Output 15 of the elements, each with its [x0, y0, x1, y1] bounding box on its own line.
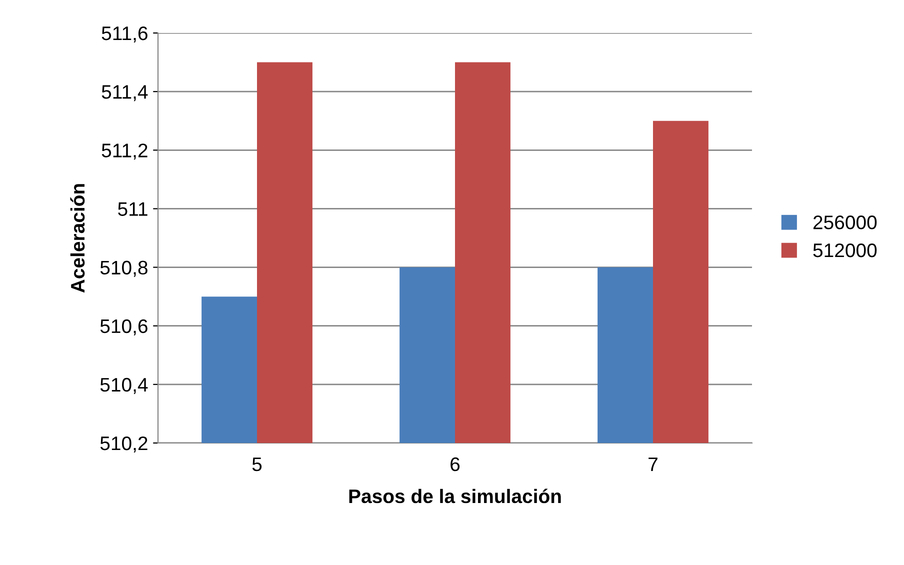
x-tick-label: 6: [450, 457, 460, 472]
y-tick-label: 510,6: [100, 319, 148, 336]
y-tick-label: 511: [118, 202, 148, 216]
y-tick-label: 511,4: [102, 85, 148, 102]
y-tick-label: 510,2: [100, 436, 148, 453]
x-axis-title: Pasos de la simulación: [349, 488, 561, 504]
legend-label: 256000: [813, 216, 877, 230]
y-tick-label: 510,4: [100, 378, 148, 394]
y-tick-label: 511,6: [102, 26, 148, 43]
x-tick-label: 5: [252, 458, 262, 472]
y-tick-label: 511,2: [102, 144, 148, 160]
y-tick-label: 510,8: [100, 260, 148, 277]
legend-label: 512000: [813, 243, 877, 258]
x-tick-label: 7: [648, 458, 658, 471]
y-axis-title: Aceleración: [70, 184, 85, 293]
